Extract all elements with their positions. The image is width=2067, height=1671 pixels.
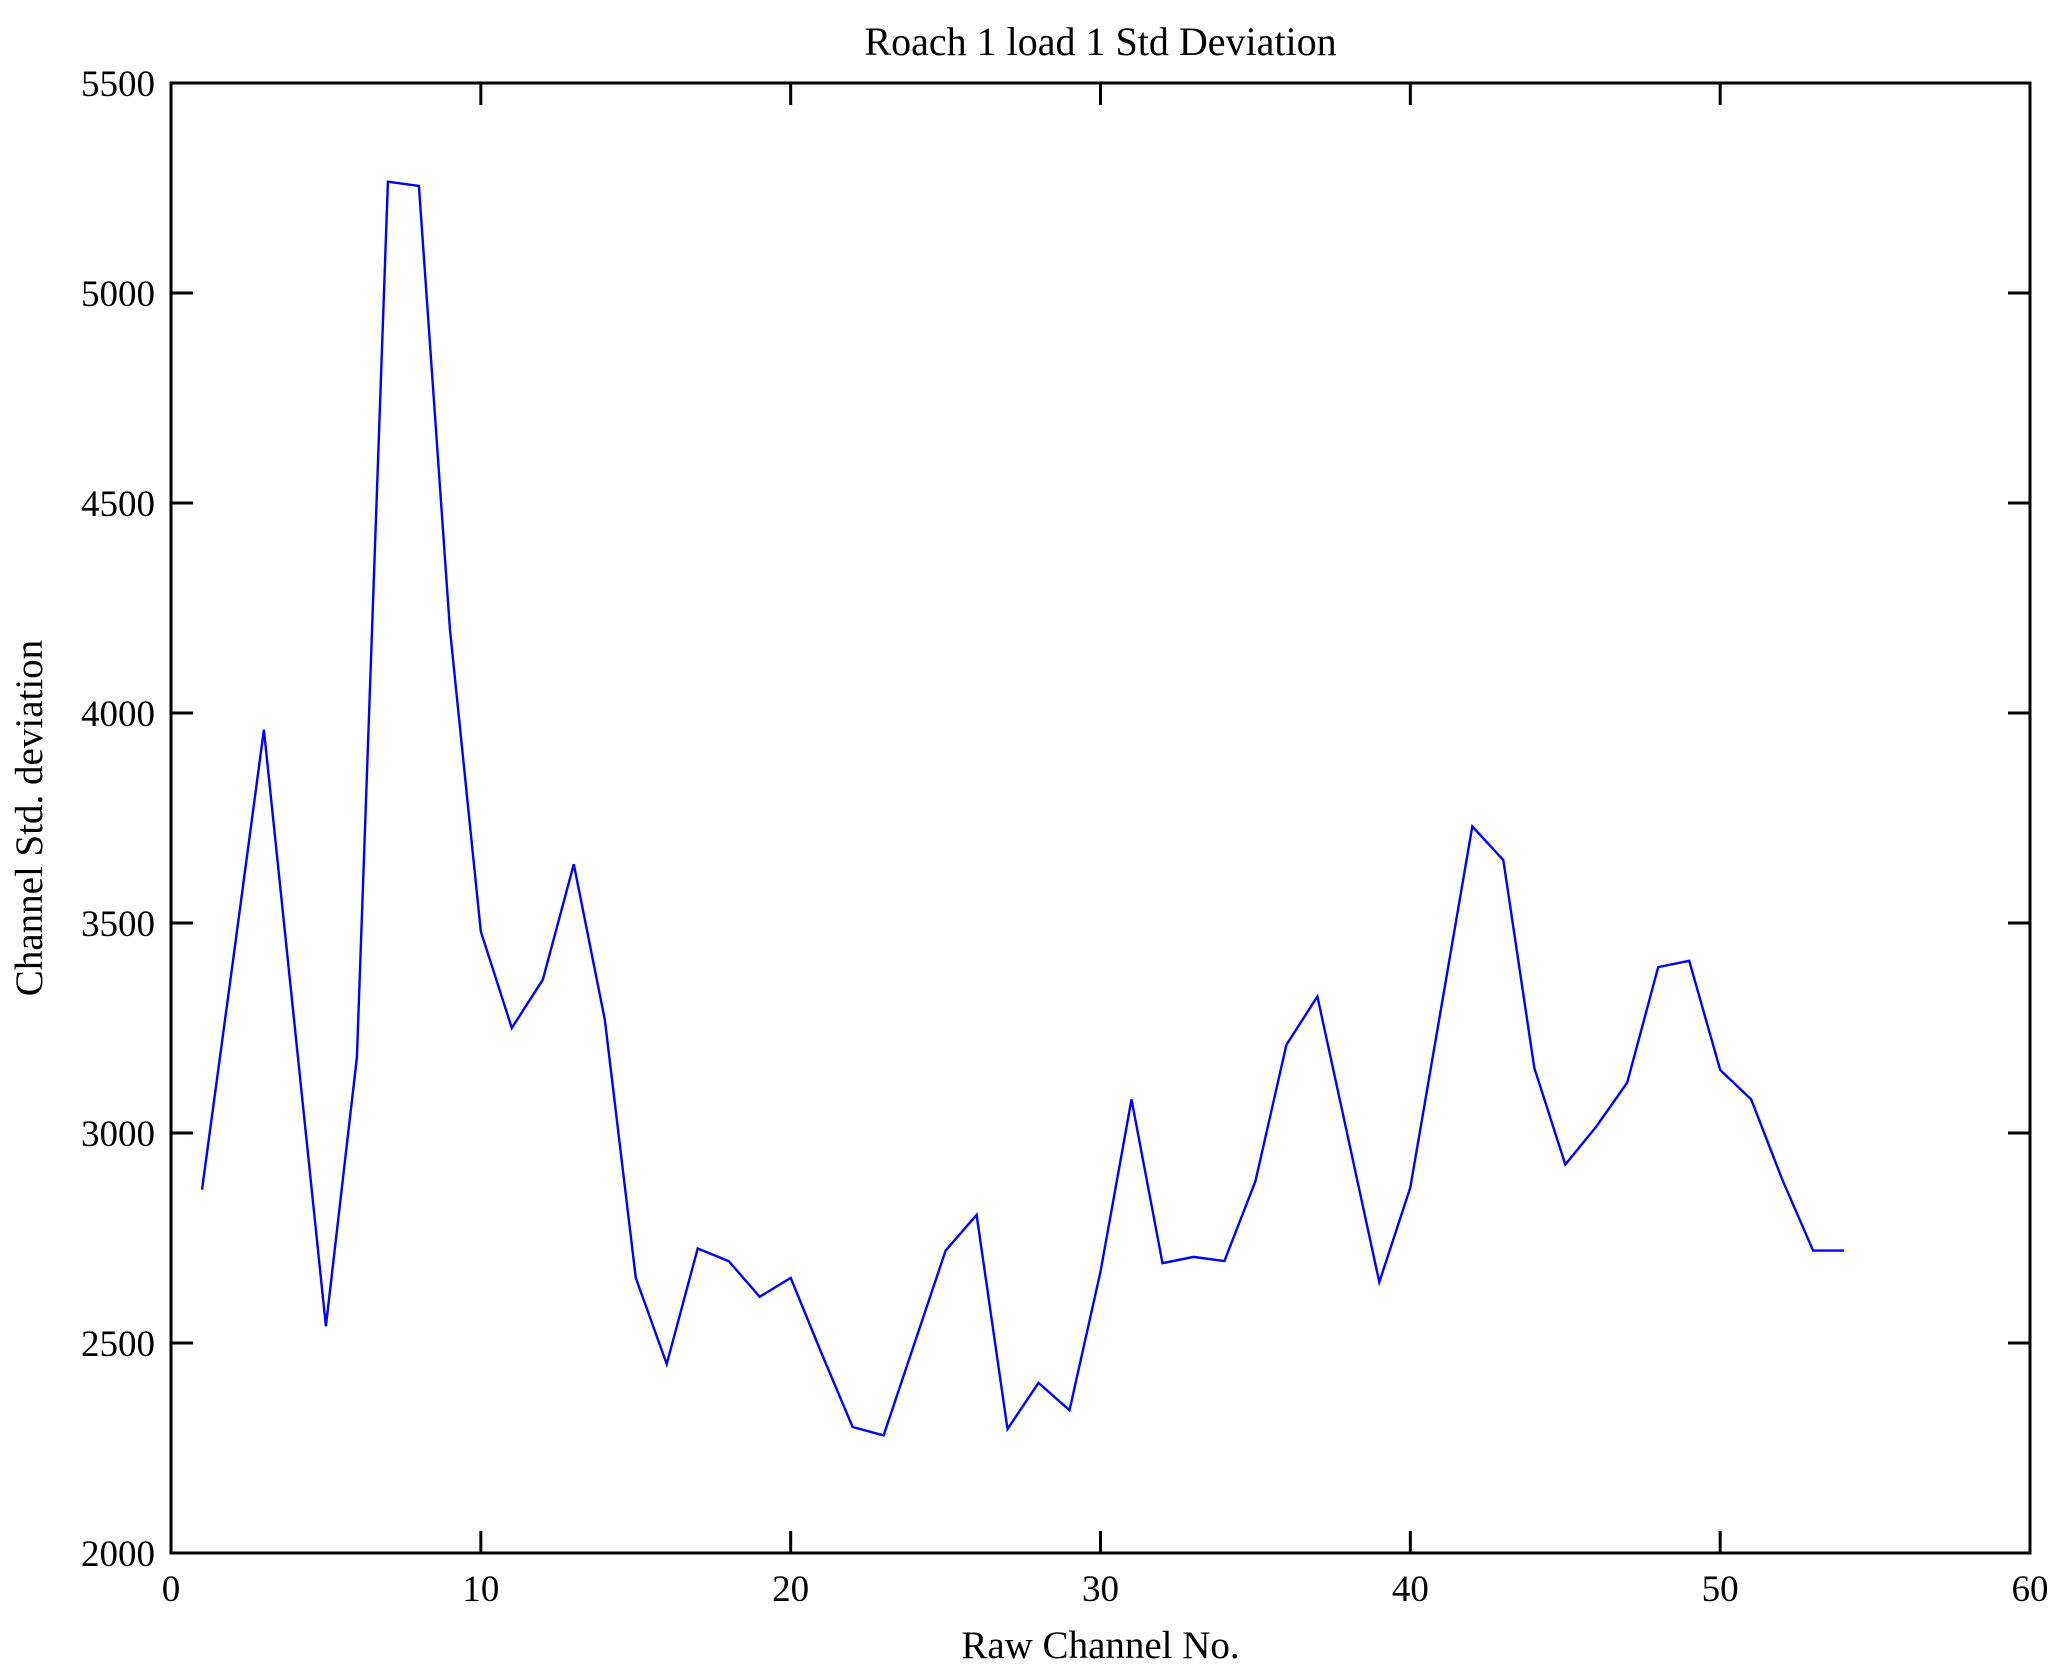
x-axis-label: Raw Channel No. — [961, 1624, 1239, 1667]
x-tick-label: 50 — [1702, 1569, 1739, 1610]
axis-ticks — [169, 81, 2032, 1555]
x-tick-label: 60 — [2012, 1569, 2049, 1610]
y-tick-label: 2500 — [81, 1324, 155, 1365]
y-axis-label: Channel Std. deviation — [8, 640, 51, 996]
y-tick-label: 4000 — [81, 694, 155, 735]
x-tick-label: 10 — [462, 1569, 499, 1610]
y-tick-label: 3000 — [81, 1114, 155, 1155]
x-tick-label: 0 — [162, 1569, 181, 1610]
y-tick-label: 4500 — [81, 484, 155, 525]
data-line — [200, 180, 1845, 1437]
data-series — [200, 180, 1845, 1437]
chart-title: Roach 1 load 1 Std Deviation — [864, 19, 1336, 64]
x-tick-label: 20 — [772, 1569, 809, 1610]
tick-labels: 0 10 20 30 40 50 60 2000 2500 3000 3500 4000 4500 500… — [81, 64, 2049, 1610]
x-tick-label: 40 — [1392, 1569, 1429, 1610]
y-tick-label: 5500 — [81, 64, 155, 105]
y-tick-label: 5000 — [81, 274, 155, 315]
y-tick-label: 3500 — [81, 904, 155, 945]
axes-frame — [169, 81, 2032, 1555]
x-tick-label: 30 — [1082, 1569, 1119, 1610]
y-tick-label: 2000 — [81, 1534, 155, 1575]
plot-box — [169, 81, 2032, 1555]
